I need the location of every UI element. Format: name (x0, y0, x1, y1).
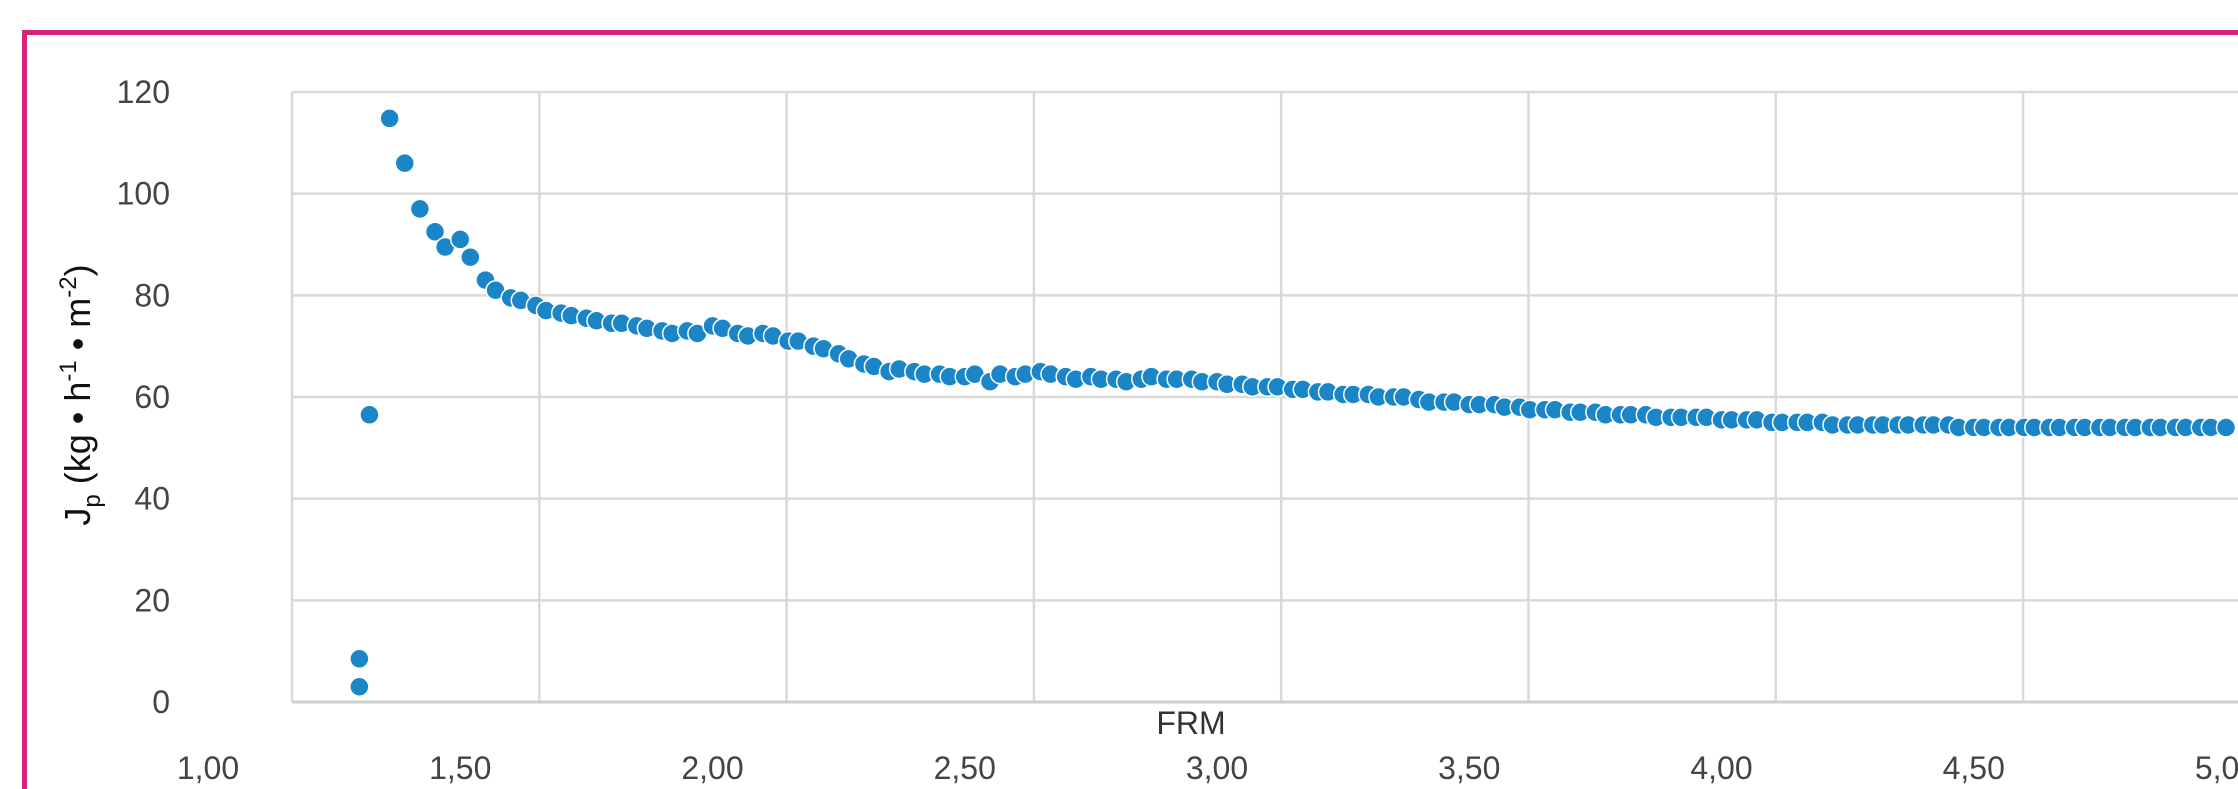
y-axis-label-main: J (57, 508, 98, 526)
y-axis-label-unit-3: m (57, 298, 98, 328)
data-point (394, 152, 416, 174)
data-point (349, 648, 370, 670)
data-point (460, 246, 481, 268)
y-axis-label: Jp (kg • h-1 • m-2) (55, 264, 106, 525)
y-axis-label-unit-1: (kg (57, 434, 98, 494)
data-point (2215, 417, 2237, 438)
chart-frame (22, 30, 2238, 789)
x-tick-label: 4,50 (1943, 750, 2005, 786)
y-axis-label-close: ) (57, 264, 98, 276)
y-axis-label-unit-2: h (57, 382, 98, 402)
data-point (359, 404, 380, 426)
x-tick-label: 4,00 (1690, 750, 1752, 786)
data-point (349, 676, 370, 697)
x-tick-label: 5,00 (2195, 750, 2238, 786)
y-tick-label: 100 (117, 176, 170, 212)
y-axis-label-sup-1: -1 (55, 360, 82, 381)
data-point (379, 108, 400, 129)
y-tick-label: 20 (134, 582, 170, 618)
y-tick-label: 60 (134, 379, 170, 415)
data-points (349, 108, 2237, 697)
grid-lines (290, 90, 2238, 702)
y-tick-labels: 0 20 40 60 80 100 120 (117, 74, 170, 720)
y-axis-label-dot-2: • (57, 328, 98, 361)
x-tick-label: 1,00 (177, 750, 239, 786)
y-tick-label: 80 (134, 277, 170, 313)
x-tick-label: 3,00 (1186, 750, 1248, 786)
data-point (450, 229, 471, 250)
y-tick-label: 120 (117, 74, 170, 110)
x-tick-label: 1,50 (429, 750, 491, 786)
y-tick-label: 40 (134, 481, 170, 517)
x-tick-labels: 1,00 1,50 2,00 2,50 3,00 3,50 4,00 4,50 5,00 (177, 750, 2238, 786)
x-tick-label: 2,50 (934, 750, 996, 786)
x-axis-label: FRM (1156, 705, 1225, 741)
x-tick-label: 3,50 (1438, 750, 1500, 786)
y-axis-label-dot-1: • (57, 402, 98, 435)
x-tick-label: 2,00 (681, 750, 743, 786)
y-tick-label: 0 (152, 684, 170, 720)
data-point (424, 221, 446, 243)
y-axis-label-sup-2: -2 (55, 276, 82, 297)
data-point (409, 198, 431, 220)
y-axis-label-sub: p (79, 494, 106, 507)
